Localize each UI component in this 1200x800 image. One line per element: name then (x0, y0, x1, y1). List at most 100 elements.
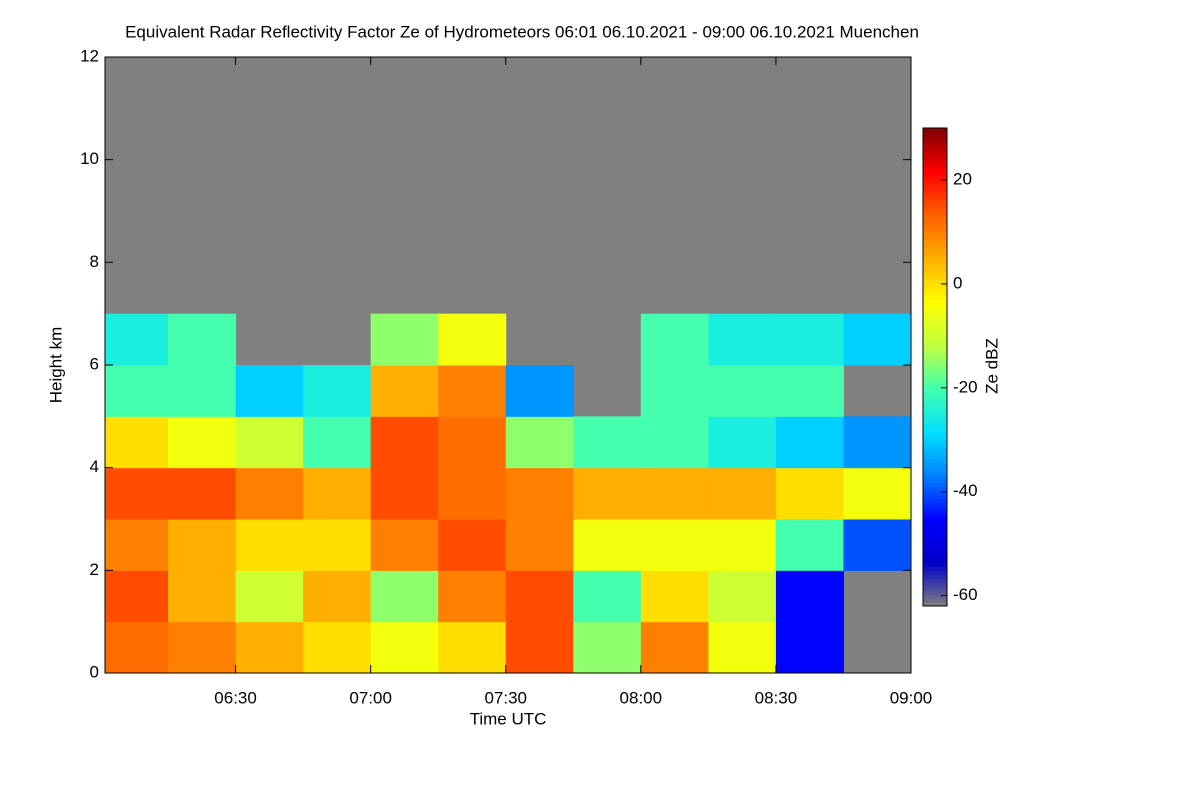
colorbar-segment (923, 295, 947, 300)
heat-cell (168, 313, 237, 366)
heat-cell (370, 313, 439, 366)
heat-cell (235, 570, 304, 623)
colorbar-segment (923, 359, 947, 364)
colorbar-segment (923, 498, 947, 503)
heat-cell (708, 519, 777, 571)
colorbar-segment (923, 462, 947, 468)
colorbar-segment (923, 355, 947, 360)
colorbar-segment (923, 382, 947, 388)
colorbar-segment (923, 219, 947, 225)
colorbar-segment (923, 590, 947, 595)
heat-cell (573, 467, 642, 520)
colorbar-segment (923, 378, 947, 384)
colorbar-segment (923, 175, 947, 181)
heat-cell (438, 519, 507, 571)
y-tick-label: 12 (80, 46, 99, 65)
colorbar-segment (923, 259, 947, 264)
colorbar-segment (923, 367, 947, 372)
colorbar-segment (923, 410, 947, 416)
heat-cell (105, 365, 169, 417)
heat-cell (105, 416, 169, 469)
colorbar-segment (923, 195, 947, 201)
heat-cell (105, 467, 169, 520)
colorbar-segment (923, 139, 947, 145)
heat-cell (843, 416, 912, 469)
colorbar-segment (923, 386, 947, 392)
heat-cell (370, 570, 439, 623)
colorbar-segment (923, 243, 947, 248)
y-tick-label: 8 (90, 252, 99, 271)
colorbar-segment (923, 135, 947, 141)
heat-cell (235, 621, 304, 674)
heat-cell (303, 519, 372, 571)
colorbar-segment (923, 351, 947, 356)
heat-cell (708, 313, 777, 366)
heat-cell (438, 313, 507, 366)
heat-cell (303, 365, 372, 417)
heat-cell (505, 519, 574, 571)
colorbar-segment (923, 179, 947, 185)
colorbar-segment (923, 390, 947, 396)
colorbar-segment (923, 287, 947, 292)
heat-cell (303, 621, 372, 674)
y-axis-label: Height km (46, 327, 65, 404)
colorbar-segment (923, 586, 947, 591)
colorbar-segment (923, 283, 947, 288)
colorbar-segment (923, 534, 947, 539)
colorbar-segment (923, 223, 947, 229)
colorbar-segment (923, 538, 947, 543)
heat-cell (438, 365, 507, 417)
colorbar-segment (923, 482, 947, 487)
heat-cell (370, 621, 439, 674)
colorbar-segment (923, 566, 947, 571)
colorbar-segment (923, 434, 947, 440)
x-axis-label: Time UTC (470, 709, 547, 728)
heat-cell (640, 313, 709, 366)
heat-cell (775, 570, 844, 623)
colorbar-segment (923, 159, 947, 165)
colorbar-segment (923, 458, 947, 464)
x-tick-label: 09:00 (890, 688, 933, 707)
colorbar-segment (923, 267, 947, 272)
colorbar-segment (923, 446, 947, 452)
heat-cell (303, 467, 372, 520)
colorbar-segment (923, 203, 947, 209)
colorbar-segment (923, 450, 947, 456)
colorbar-segment (923, 303, 947, 308)
heat-cell (438, 467, 507, 520)
colorbar-segment (923, 167, 947, 173)
colorbar-segment (923, 510, 947, 515)
heat-cell (708, 570, 777, 623)
heat-cell (775, 313, 844, 366)
heat-cell (775, 467, 844, 520)
colorbar-segment (923, 239, 947, 245)
heat-cell (168, 467, 237, 520)
colorbar-segment (923, 546, 947, 551)
colorbar-segment (923, 582, 947, 587)
colorbar-segment (923, 331, 947, 336)
colorbar-segment (923, 339, 947, 344)
heat-cell (708, 416, 777, 469)
heat-cell (438, 416, 507, 469)
colorbar-segment (923, 502, 947, 507)
heat-cell (168, 365, 237, 417)
heat-cell (573, 621, 642, 674)
colorbar-segment (923, 486, 947, 491)
colorbar-segment (923, 291, 947, 296)
x-tick-label: 07:30 (484, 688, 527, 707)
colorbar-segment (923, 347, 947, 352)
colorbar-segment (923, 422, 947, 428)
heat-cell (708, 467, 777, 520)
heat-cell (573, 416, 642, 469)
heat-cell (370, 365, 439, 417)
colorbar-segment (923, 307, 947, 312)
colorbar-segment (923, 514, 947, 519)
colorbar-segment (923, 128, 947, 133)
x-tick-label: 07:00 (349, 688, 392, 707)
heat-cell (235, 416, 304, 469)
colorbar-segment (923, 558, 947, 563)
colorbar-segment (923, 199, 947, 205)
colorbar-segment (923, 406, 947, 412)
colorbar-segment (923, 518, 947, 523)
heat-cell (370, 519, 439, 571)
